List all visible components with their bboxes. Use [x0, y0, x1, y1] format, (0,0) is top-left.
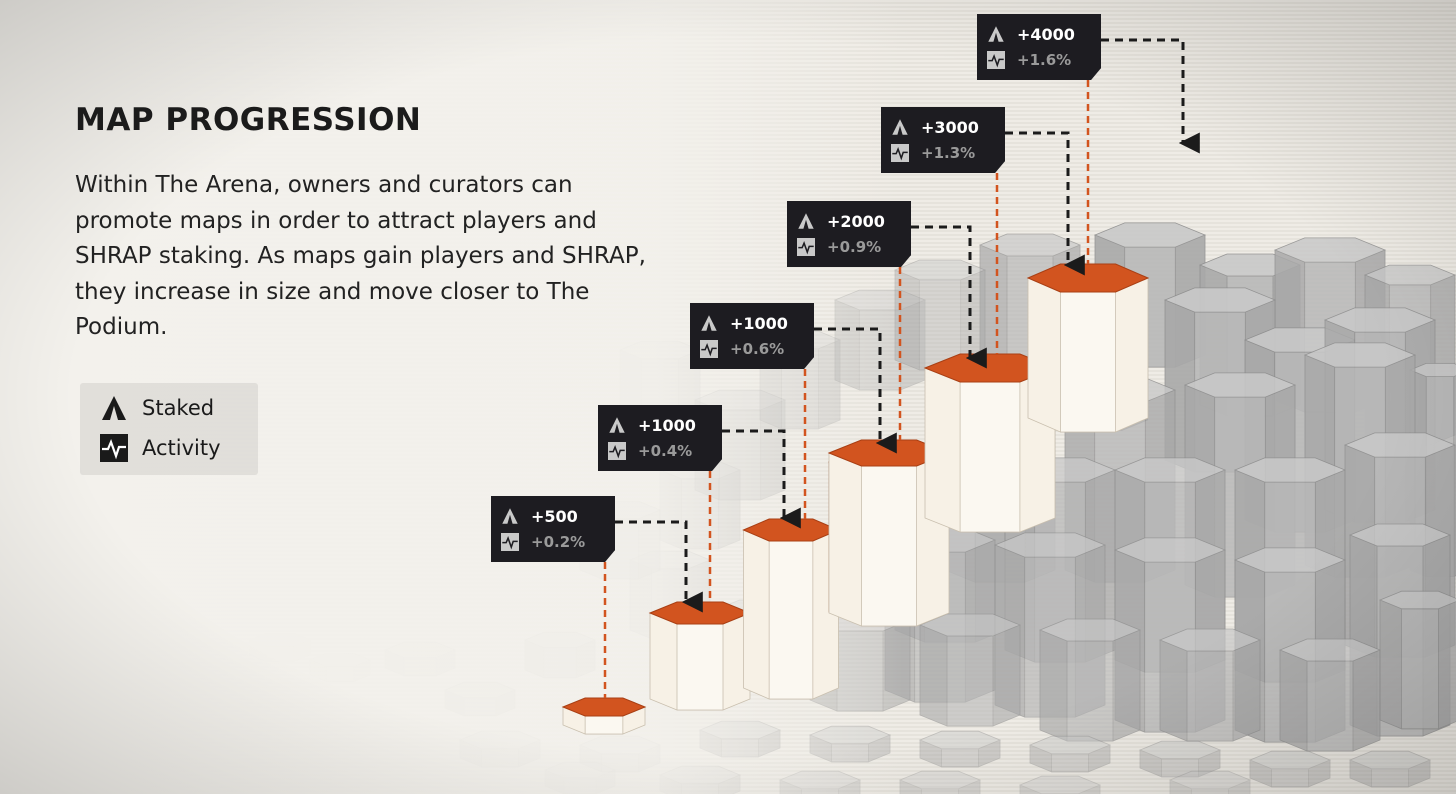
- activity-icon: [797, 238, 815, 256]
- activity-value: +1.3%: [921, 144, 976, 162]
- arrow-connector-5: [1005, 131, 1085, 276]
- activity-icon: [891, 144, 909, 162]
- card-staked-row: +4000: [987, 24, 1075, 44]
- step-card-4: +2000 +0.9%: [787, 201, 911, 267]
- step-card-3: +1000 +0.6%: [690, 303, 814, 369]
- card-activity-row: +1.6%: [987, 50, 1071, 70]
- legend-label-staked: Staked: [142, 396, 215, 420]
- card-activity-row: +1.3%: [891, 143, 975, 163]
- activity-value: +0.9%: [827, 238, 882, 256]
- staked-icon: [892, 119, 908, 135]
- podium-top-6: [1026, 263, 1150, 293]
- activity-icon: [700, 340, 718, 358]
- staked-icon: [988, 26, 1004, 42]
- page-title: MAP PROGRESSION: [75, 102, 422, 138]
- legend-item-activity: Activity: [100, 433, 221, 463]
- activity-value: +0.4%: [638, 442, 693, 460]
- activity-icon: [501, 533, 519, 551]
- activity-icon: [608, 442, 626, 460]
- staked-icon: [102, 396, 126, 420]
- activity-value: +1.6%: [1017, 51, 1072, 69]
- connector-lines: [603, 38, 1200, 698]
- staked-value: +2000: [827, 211, 885, 231]
- activity-value: +0.2%: [531, 533, 586, 551]
- staked-icon: [798, 213, 814, 229]
- staked-icon: [502, 508, 518, 524]
- step-card-6: +4000 +1.6%: [977, 14, 1101, 80]
- step-card-5: +3000 +1.3%: [881, 107, 1005, 173]
- card-staked-row: +3000: [891, 117, 979, 137]
- arrow-connector-2: [722, 429, 801, 529]
- arrow-connector-3: [814, 327, 897, 454]
- description-text: Within The Arena, owners and curators ca…: [75, 172, 646, 340]
- card-activity-row: +0.4%: [608, 441, 692, 461]
- staked-value: +4000: [1017, 24, 1075, 44]
- card-activity-row: +0.9%: [797, 237, 881, 257]
- card-staked-row: +2000: [797, 211, 885, 231]
- podium-3: [742, 518, 840, 700]
- arrow-connector-1: [615, 520, 703, 613]
- legend-item-staked: Staked: [100, 393, 214, 423]
- step-card-2: +1000 +0.4%: [598, 405, 722, 471]
- legend-label-activity: Activity: [142, 436, 221, 460]
- arrow-connector-4: [911, 225, 987, 369]
- activity-icon: [100, 434, 128, 462]
- staked-value: +1000: [638, 415, 696, 435]
- staked-value: +500: [531, 506, 578, 526]
- staked-icon: [701, 315, 717, 331]
- orange-podiums: [561, 263, 1150, 735]
- podium-4: [827, 439, 951, 627]
- podium-top-1: [561, 697, 647, 717]
- staked-value: +3000: [921, 117, 979, 137]
- legend: Staked Activity: [80, 383, 258, 475]
- card-staked-row: +1000: [700, 313, 788, 333]
- card-activity-row: +0.6%: [700, 339, 784, 359]
- card-activity-row: +0.2%: [501, 532, 585, 552]
- staked-icon: [609, 417, 625, 433]
- activity-value: +0.6%: [730, 340, 785, 358]
- activity-icon: [987, 51, 1005, 69]
- staked-value: +1000: [730, 313, 788, 333]
- card-staked-row: +500: [501, 506, 578, 526]
- step-card-1: +500 +0.2%: [491, 496, 615, 562]
- card-staked-row: +1000: [608, 415, 696, 435]
